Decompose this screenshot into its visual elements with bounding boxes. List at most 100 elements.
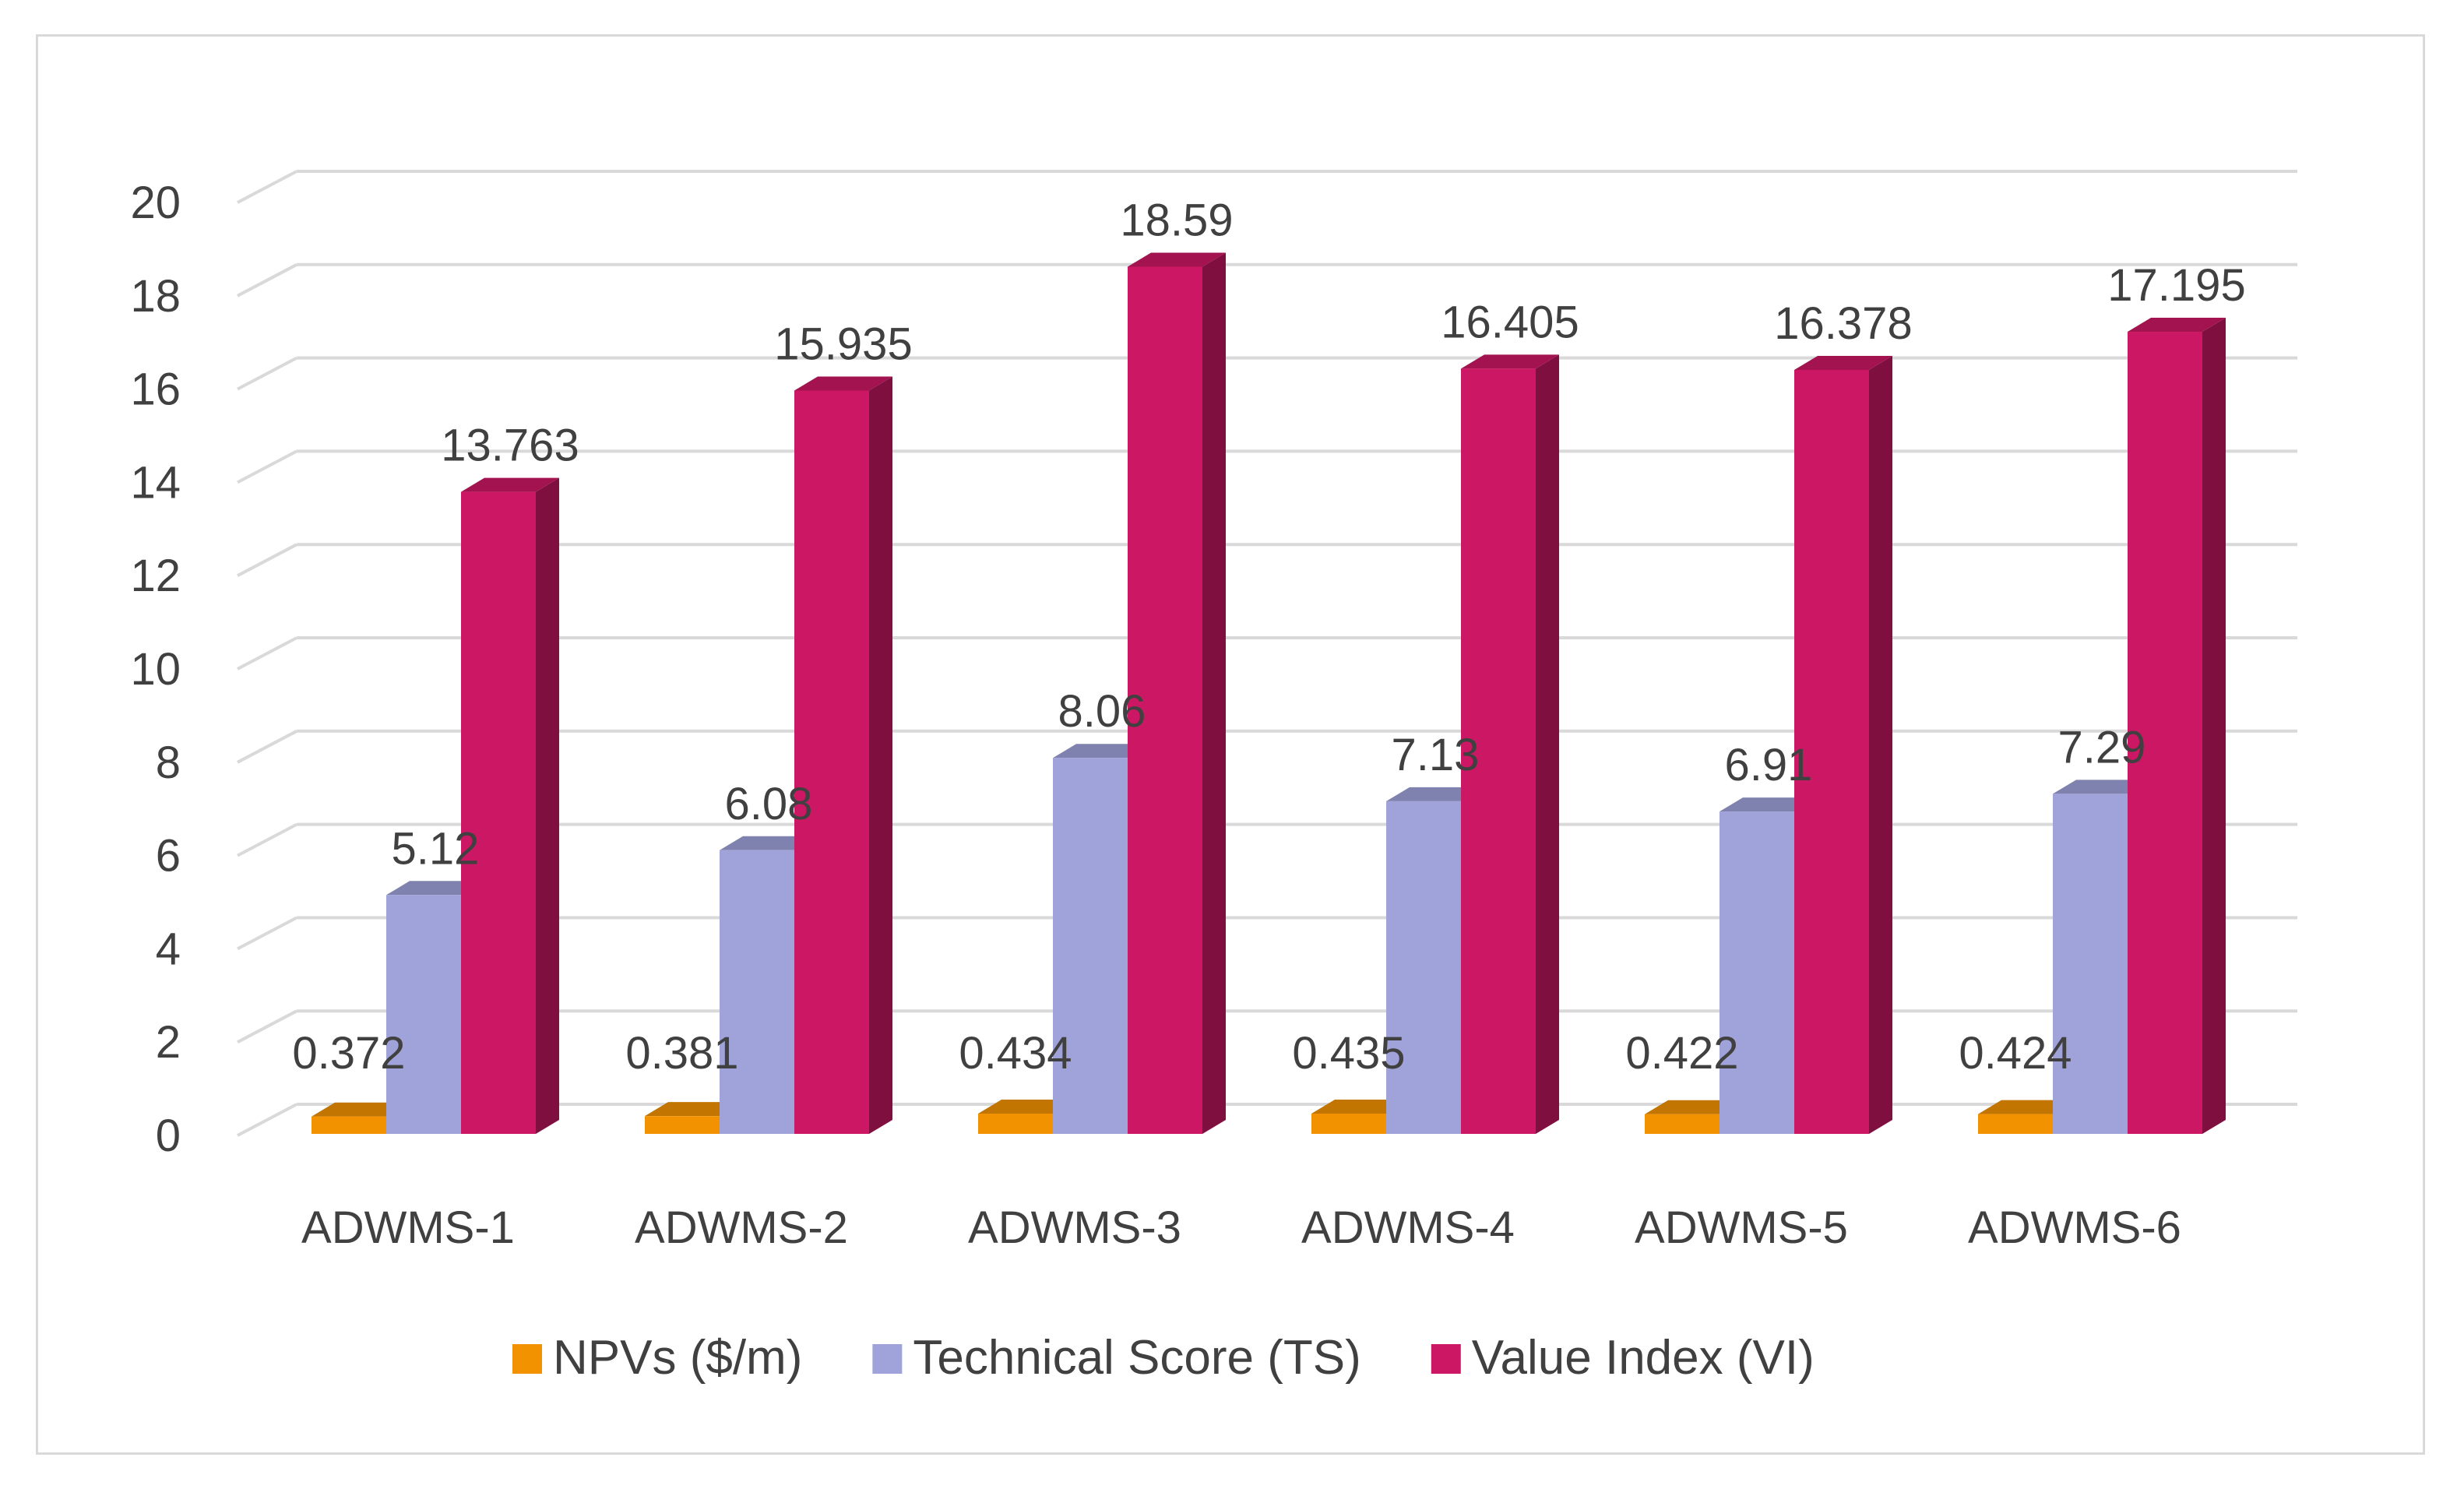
data-label: 0.424: [1959, 1028, 2072, 1079]
data-label: 6.91: [1725, 740, 1813, 790]
bar-top: [645, 1102, 743, 1117]
y-tick-label: 6: [156, 831, 181, 882]
gridline-side: [237, 1103, 297, 1137]
data-label: 6.08: [725, 779, 813, 829]
grid-layer: [237, 170, 2297, 1137]
data-label: 7.13: [1392, 730, 1480, 780]
gridline-side: [237, 170, 297, 204]
bar-top: [1311, 1099, 1410, 1114]
bar-top: [978, 1100, 1076, 1114]
bar-front: [2128, 332, 2202, 1134]
bar-side: [1202, 252, 1226, 1135]
y-tick-label: 10: [130, 644, 181, 695]
data-label: 0.372: [292, 1028, 405, 1079]
bar-top: [720, 836, 818, 850]
bar-top: [2053, 780, 2151, 794]
data-label: 0.435: [1292, 1028, 1405, 1079]
bar-front: [1720, 811, 1794, 1134]
bar-front: [720, 850, 794, 1134]
bar-value-index-vi--1: [461, 477, 559, 1134]
legend-swatch: [512, 1344, 542, 1374]
bar-front: [794, 390, 869, 1134]
bar-top: [2128, 318, 2226, 333]
legend-item: Technical Score (TS): [872, 1331, 1361, 1385]
bar-front: [1794, 369, 1869, 1135]
y-tick-label: 12: [130, 551, 181, 601]
legend-item: Value Index (VI): [1431, 1331, 1815, 1385]
data-label: 0.422: [1625, 1028, 1738, 1079]
bar-value-index-vi--5: [1794, 355, 1892, 1135]
bar-front: [1645, 1114, 1720, 1134]
data-label: 16.405: [1441, 297, 1579, 347]
y-tick-label: 18: [130, 271, 181, 322]
gridline-side: [237, 636, 297, 671]
bar-top: [1053, 744, 1151, 759]
legend-label: Value Index (VI): [1472, 1331, 1815, 1385]
bar-npvs-m--3: [978, 1100, 1076, 1134]
gridline-side: [237, 356, 297, 391]
bar-top: [1128, 252, 1226, 267]
data-label: 5.12: [392, 823, 480, 874]
legend-swatch: [872, 1344, 903, 1374]
gridline-side: [237, 263, 297, 297]
bar-top: [794, 376, 892, 391]
y-tick-label: 14: [130, 457, 181, 508]
bar-front: [978, 1114, 1053, 1134]
bar-front: [1311, 1113, 1386, 1134]
bar-side: [1536, 354, 1559, 1134]
bar-value-index-vi--4: [1461, 354, 1559, 1134]
x-tick-label: ADWMS-6: [1968, 1202, 2181, 1253]
bars-layer: [312, 252, 2226, 1135]
y-tick-label: 8: [156, 737, 181, 788]
bar-front: [2053, 794, 2128, 1134]
legend: NPVs ($/m) Technical Score (TS) Value Inde…: [512, 1331, 1815, 1385]
bar-side: [2202, 318, 2226, 1134]
x-tick-label: ADWMS-2: [635, 1202, 848, 1253]
y-tick-label: 20: [130, 178, 181, 228]
bar-front: [386, 895, 461, 1134]
data-label: 16.378: [1774, 298, 1912, 349]
data-label: 17.195: [2107, 260, 2245, 311]
y-tick-label: 4: [156, 924, 181, 974]
gridline-side: [237, 1009, 297, 1044]
bar-value-index-vi--2: [794, 376, 892, 1134]
bar-front: [1461, 368, 1536, 1134]
data-label: 0.434: [959, 1028, 1072, 1079]
bar-top: [1386, 787, 1484, 801]
bar-front: [1978, 1114, 2053, 1134]
y-tick-label: 0: [156, 1111, 181, 1161]
data-label: 13.763: [441, 421, 579, 471]
chart-frame: [36, 34, 2425, 1455]
bar-front: [312, 1116, 386, 1134]
bar-front: [645, 1116, 720, 1134]
data-label: 7.29: [2058, 722, 2146, 773]
bar-side: [1869, 355, 1892, 1135]
bar-top: [461, 477, 559, 492]
gridline-side: [237, 916, 297, 951]
x-tick-label: ADWMS-1: [301, 1202, 515, 1253]
bar-side: [869, 376, 892, 1134]
bar-side: [536, 477, 559, 1134]
legend-swatch: [1431, 1344, 1461, 1374]
x-tick-label: ADWMS-5: [1635, 1202, 1848, 1253]
legend-label: Technical Score (TS): [913, 1331, 1360, 1385]
y-tick-label: 16: [130, 364, 181, 415]
y-tick-label: 2: [156, 1017, 181, 1068]
gridline-side: [237, 730, 297, 764]
data-label: 15.935: [774, 319, 912, 369]
bar-front: [1053, 758, 1128, 1134]
data-label: 0.381: [625, 1028, 738, 1079]
gridline-side: [237, 822, 297, 857]
bar-front: [461, 491, 536, 1134]
labels-layer: 0 2 4 6 8 10 12 14 16 18 20 0.372 0.381 0.434 0.435 0.4…: [130, 178, 2245, 1253]
legend-item: NPVs ($/m): [512, 1331, 802, 1385]
gridline-side: [237, 449, 297, 484]
data-label: 18.59: [1120, 195, 1233, 245]
data-label: 8.06: [1058, 686, 1146, 737]
bar-top: [1794, 355, 1892, 370]
bar-top: [386, 881, 484, 896]
bar-top: [1720, 797, 1818, 812]
bar-top: [1461, 354, 1559, 369]
x-tick-label: ADWMS-4: [1301, 1202, 1515, 1253]
